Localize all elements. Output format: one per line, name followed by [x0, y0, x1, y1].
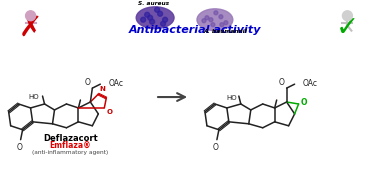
- Text: O: O: [213, 143, 219, 152]
- Text: ✓: ✓: [336, 14, 359, 42]
- Circle shape: [220, 23, 224, 27]
- Circle shape: [224, 21, 228, 25]
- Text: O: O: [17, 143, 23, 152]
- Text: O: O: [301, 98, 307, 108]
- Text: O: O: [84, 78, 90, 87]
- Circle shape: [155, 7, 160, 12]
- Circle shape: [26, 11, 36, 21]
- Text: HO: HO: [28, 94, 39, 100]
- Text: O: O: [106, 109, 112, 115]
- Circle shape: [148, 15, 153, 20]
- Text: Emflaza®: Emflaza®: [50, 141, 91, 150]
- Text: Antibacterial activity: Antibacterial activity: [129, 25, 261, 35]
- Text: OAc: OAc: [302, 79, 318, 88]
- Text: OAc: OAc: [108, 79, 123, 88]
- Circle shape: [150, 19, 155, 24]
- Circle shape: [141, 17, 146, 22]
- Text: A. baumannii: A. baumannii: [203, 29, 247, 34]
- Text: N: N: [99, 86, 105, 92]
- Circle shape: [211, 23, 215, 27]
- Circle shape: [158, 11, 163, 16]
- Text: (anti-inflammatory agent): (anti-inflammatory agent): [32, 150, 108, 155]
- Circle shape: [205, 16, 209, 20]
- Text: O: O: [279, 78, 285, 87]
- Circle shape: [163, 17, 167, 22]
- Text: ✗: ✗: [19, 14, 42, 42]
- Text: S. aureus: S. aureus: [138, 1, 169, 6]
- Circle shape: [202, 19, 206, 23]
- Circle shape: [209, 18, 213, 22]
- Circle shape: [342, 11, 352, 21]
- Circle shape: [145, 12, 150, 17]
- Text: HO: HO: [226, 95, 237, 101]
- Circle shape: [219, 15, 223, 19]
- Circle shape: [161, 21, 166, 26]
- Text: Deflazacort: Deflazacort: [43, 134, 98, 143]
- Ellipse shape: [136, 7, 174, 29]
- Circle shape: [214, 11, 218, 15]
- Ellipse shape: [197, 9, 233, 31]
